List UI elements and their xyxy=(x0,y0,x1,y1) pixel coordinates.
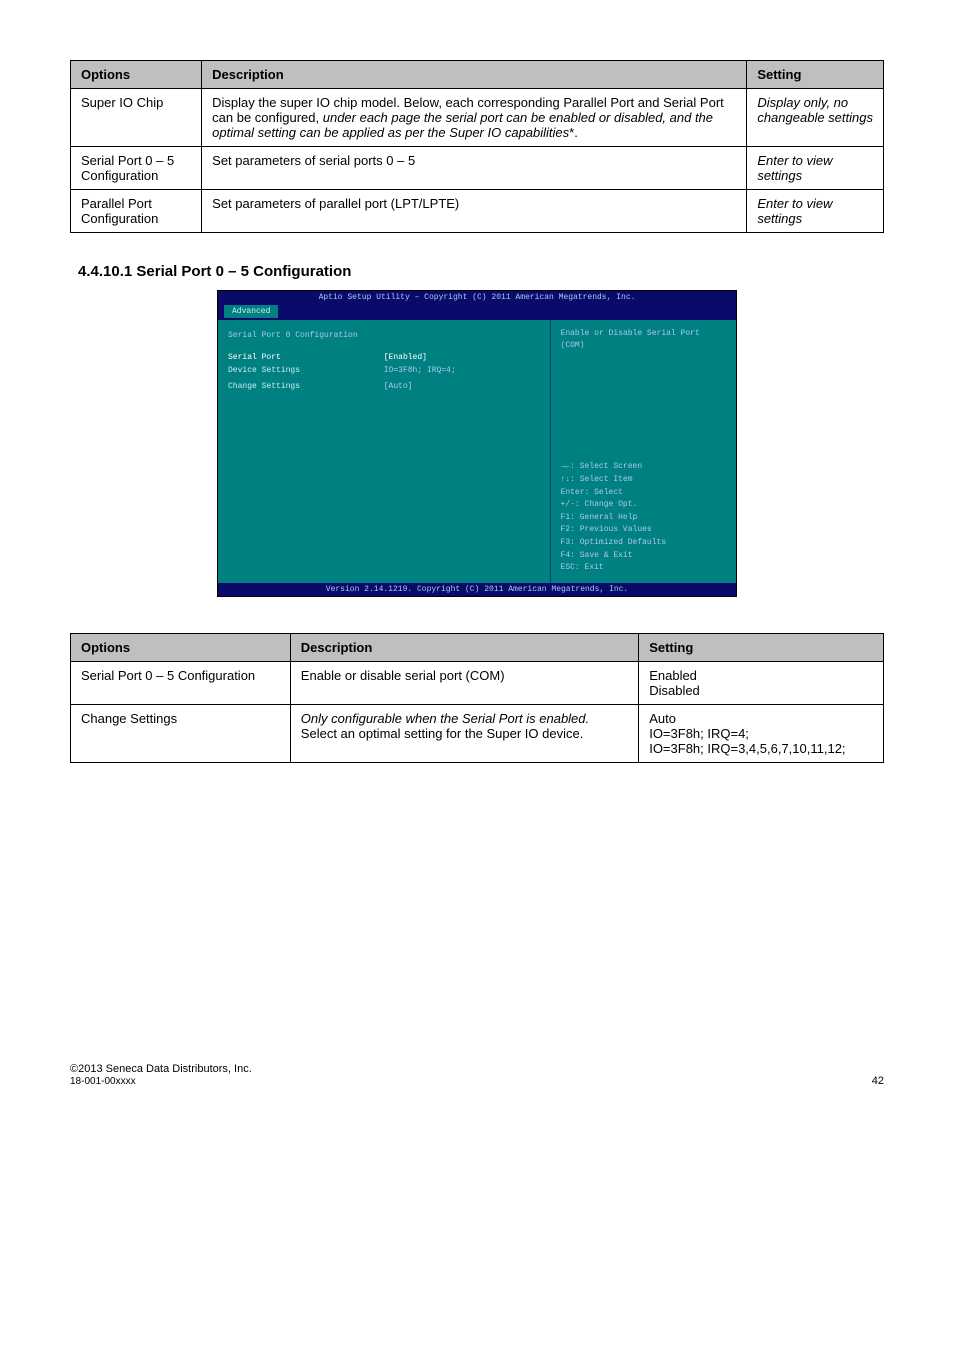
options-table-2: Options Description Setting Serial Port … xyxy=(70,633,884,763)
table-cell: Only configurable when the Serial Port i… xyxy=(290,705,638,763)
section-heading: 4.4.10.1 Serial Port 0 – 5 Configuration xyxy=(70,263,884,280)
table-cell: Change Settings xyxy=(71,705,291,763)
col-setting: Setting xyxy=(747,61,884,89)
table-cell: Enable or disable serial port (COM) xyxy=(290,662,638,705)
bios-section-title: Serial Port 0 Configuration xyxy=(228,330,384,342)
col-description: Description xyxy=(290,634,638,662)
bios-tab-advanced: Advanced xyxy=(224,305,278,319)
table-row: Super IO ChipDisplay the super IO chip m… xyxy=(71,89,884,147)
bios-help-line: F4: Save & Exit xyxy=(561,550,726,562)
bios-title-bar: Aptio Setup Utility – Copyright (C) 2011… xyxy=(218,291,736,305)
table-cell: EnabledDisabled xyxy=(639,662,884,705)
table-cell: AutoIO=3F8h; IRQ=4;IO=3F8h; IRQ=3,4,5,6,… xyxy=(639,705,884,763)
col-description: Description xyxy=(202,61,747,89)
bios-setting-row: Device SettingsIO=3F8h; IRQ=4; xyxy=(228,365,540,377)
bios-help-line: ↑↓: Select Item xyxy=(561,474,726,486)
options-table-1: Options Description Setting Super IO Chi… xyxy=(70,60,884,233)
bios-footer-bar: Version 2.14.1219. Copyright (C) 2011 Am… xyxy=(218,583,736,597)
table-cell: Super IO Chip xyxy=(71,89,202,147)
bios-right-pane: Enable or Disable Serial Port(COM) →←: S… xyxy=(550,320,736,583)
table-cell: Display only, no changeable settings xyxy=(747,89,884,147)
col-setting: Setting xyxy=(639,634,884,662)
bios-help-text: (COM) xyxy=(561,340,726,352)
table-cell: Enter to view settings xyxy=(747,147,884,190)
bios-help-line: ESC: Exit xyxy=(561,562,726,574)
table-row: Parallel Port ConfigurationSet parameter… xyxy=(71,190,884,233)
bios-help-keys: →←: Select Screen↑↓: Select ItemEnter: S… xyxy=(561,461,726,573)
bios-help-line: F2: Previous Values xyxy=(561,524,726,536)
bios-screenshot: Aptio Setup Utility – Copyright (C) 2011… xyxy=(217,290,737,597)
bios-help-text: Enable or Disable Serial Port xyxy=(561,328,726,340)
table-cell: Parallel Port Configuration xyxy=(71,190,202,233)
table-cell: Serial Port 0 – 5 Configuration xyxy=(71,147,202,190)
bios-left-pane: Serial Port 0 Configuration Serial Port[… xyxy=(218,320,550,583)
footer-page-number: 42 xyxy=(872,1075,884,1087)
table-cell: Display the super IO chip model. Below, … xyxy=(202,89,747,147)
bios-help-line: +/-: Change Opt. xyxy=(561,499,726,511)
bios-setting-row: Serial Port[Enabled] xyxy=(228,352,540,364)
bios-body: Serial Port 0 Configuration Serial Port[… xyxy=(218,320,736,583)
table-row: Serial Port 0 – 5 ConfigurationSet param… xyxy=(71,147,884,190)
page-footer: ©2013 Seneca Data Distributors, Inc. 18-… xyxy=(70,1063,884,1087)
footer-docref: 18-001-00xxxx xyxy=(70,1076,136,1087)
table-cell: Serial Port 0 – 5 Configuration xyxy=(71,662,291,705)
bios-help-line: →←: Select Screen xyxy=(561,461,726,473)
footer-copyright: ©2013 Seneca Data Distributors, Inc. xyxy=(70,1063,252,1075)
table-row: Change SettingsOnly configurable when th… xyxy=(71,705,884,763)
table-cell: Set parameters of serial ports 0 – 5 xyxy=(202,147,747,190)
col-options: Options xyxy=(71,61,202,89)
table-cell: Set parameters of parallel port (LPT/LPT… xyxy=(202,190,747,233)
table-row: Serial Port 0 – 5 ConfigurationEnable or… xyxy=(71,662,884,705)
bios-setting-row: Change Settings[Auto] xyxy=(228,381,540,393)
col-options: Options xyxy=(71,634,291,662)
bios-tab-bar: Advanced xyxy=(218,305,736,321)
table-header-row: Options Description Setting xyxy=(71,61,884,89)
table-cell: Enter to view settings xyxy=(747,190,884,233)
bios-help-line: F3: Optimized Defaults xyxy=(561,537,726,549)
bios-help-line: F1: General Help xyxy=(561,512,726,524)
bios-help-line: Enter: Select xyxy=(561,487,726,499)
table-header-row: Options Description Setting xyxy=(71,634,884,662)
